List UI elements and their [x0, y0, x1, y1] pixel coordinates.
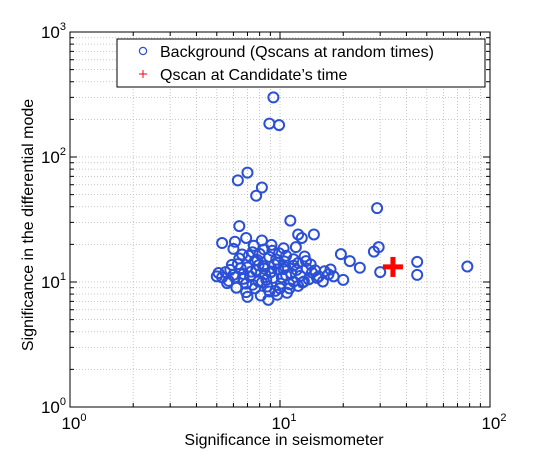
data-point-background	[292, 256, 305, 269]
data-point-background	[277, 242, 290, 255]
legend-circle-marker	[138, 46, 148, 56]
x-axis-label: Significance in seismometer	[184, 432, 384, 449]
y-tick-label: 101	[41, 271, 66, 292]
x-tick-label: 102	[481, 412, 506, 433]
data-point-background	[250, 189, 263, 202]
y-axis-label: Significance in the differential mode	[20, 99, 37, 351]
data-point-background	[240, 277, 253, 290]
data-point-background	[247, 239, 260, 252]
data-point-background	[224, 263, 237, 276]
y-tick-label: 102	[41, 146, 66, 167]
data-point-background	[280, 249, 293, 262]
data-point-background	[284, 214, 297, 227]
data-point-candidate	[382, 256, 403, 277]
data-point-background	[300, 255, 313, 268]
legend: Background (Qscans at random times) Qsca…	[116, 38, 486, 88]
x-tick-label: 101	[271, 412, 296, 433]
data-point-background	[343, 255, 356, 268]
data-point-background	[236, 248, 249, 261]
data-point-background	[225, 258, 238, 271]
data-point-background	[371, 202, 384, 215]
data-point-background	[231, 258, 244, 271]
legend-entry-background: Background (Qscans at random times)	[160, 44, 434, 61]
data-point-background	[367, 245, 380, 258]
data-point-background	[248, 282, 261, 295]
data-point-background	[283, 278, 296, 291]
data-point-background	[231, 174, 244, 187]
data-point-background	[228, 235, 241, 248]
data-point-background	[334, 248, 347, 261]
legend-box	[116, 38, 486, 88]
data-point-background	[289, 241, 302, 254]
data-point-background	[252, 259, 265, 272]
legend-entry-candidate: Qscan at Candidate’s time	[160, 67, 347, 84]
legend-plus-marker	[139, 70, 147, 78]
data-point-background	[240, 231, 253, 244]
data-point-background	[267, 91, 280, 104]
data-point-background	[316, 275, 329, 288]
data-point-background	[411, 255, 424, 268]
data-points	[210, 91, 474, 306]
data-point-background	[227, 242, 240, 255]
y-tick-label: 103	[41, 21, 66, 42]
data-point-background	[255, 181, 268, 194]
data-point-background	[273, 119, 286, 132]
data-point-background	[245, 265, 258, 278]
data-point-background	[266, 244, 279, 257]
data-point-background	[210, 270, 223, 283]
data-point-background	[292, 228, 305, 241]
data-point-background	[263, 285, 276, 298]
data-point-background	[253, 247, 266, 260]
data-point-background	[265, 238, 278, 251]
data-point-background	[278, 255, 291, 268]
data-point-background	[274, 282, 286, 295]
data-point-background	[295, 231, 308, 244]
data-point-background	[242, 249, 255, 262]
y-tick-label: 100	[41, 396, 66, 417]
data-point-background	[324, 263, 337, 276]
data-point-background	[221, 277, 234, 290]
data-point-background	[411, 268, 424, 281]
data-point-background	[290, 263, 303, 276]
data-point-background	[262, 293, 275, 306]
data-point-background	[216, 237, 229, 250]
data-point-background	[241, 290, 254, 303]
data-point-background	[327, 270, 340, 283]
x-tick-label: 100	[61, 412, 86, 433]
data-point-background	[461, 260, 474, 273]
axis-ticks: 100 101 102 100 101 102 103	[41, 21, 507, 433]
data-point-background	[233, 220, 246, 233]
data-point-background	[296, 276, 309, 289]
data-point-background	[307, 228, 320, 241]
data-point-background	[353, 261, 366, 274]
data-point-background	[241, 166, 254, 179]
data-point-background	[374, 266, 387, 279]
